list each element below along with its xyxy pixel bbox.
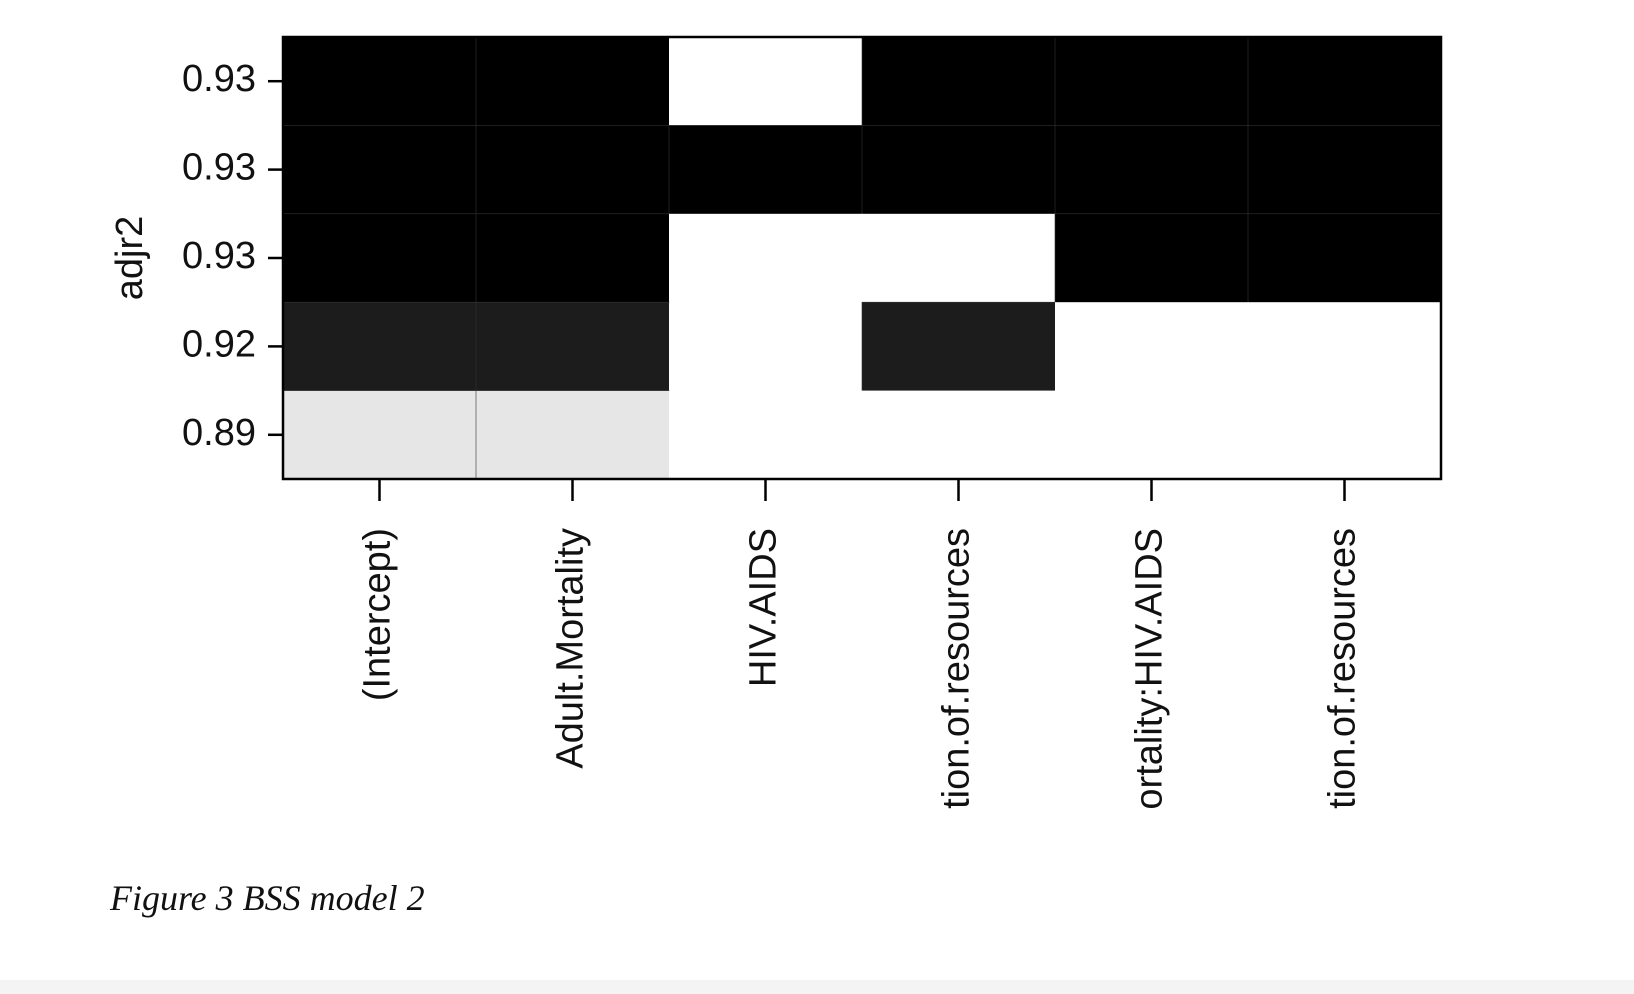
cell: [1248, 302, 1442, 392]
y-tick-label: 0.93: [182, 147, 256, 189]
cell: [1055, 302, 1249, 392]
cell: [861, 301, 1056, 392]
cell: [475, 213, 670, 304]
plot: 0.93 0.93 0.93 0.92 0.89 (Intercept) Adult.Mor…: [182, 35, 1443, 810]
cell: [475, 390, 670, 480]
cell: [668, 125, 863, 215]
cell: [862, 213, 1056, 303]
cell: [1247, 125, 1442, 215]
cell: [1248, 390, 1442, 480]
cell: [475, 36, 670, 127]
y-axis-label: adjr2: [109, 216, 151, 301]
cell: [1247, 36, 1442, 127]
x-labels: (Intercept) Adult.Mortality HIV.AIDS tion.o…: [357, 528, 1364, 810]
x-tick-label: tion.of.resources: [936, 528, 978, 809]
cell: [669, 37, 863, 126]
cell: [669, 390, 863, 480]
bottom-bar: [0, 980, 1634, 994]
x-tick-label: (Intercept): [357, 528, 399, 701]
cell: [861, 36, 1056, 127]
cell: [1054, 213, 1249, 304]
cell: [282, 213, 477, 304]
y-tick-label: 0.93: [182, 235, 256, 277]
x-tick-label: tion.of.resources: [1322, 528, 1364, 809]
cell: [1054, 125, 1249, 215]
x-tick-label: Adult.Mortality: [550, 528, 592, 769]
cell: [282, 125, 477, 215]
cell: [282, 390, 477, 480]
x-tick-label: HIV.AIDS: [743, 528, 785, 687]
x-tick-label: ortality:HIV.AIDS: [1129, 528, 1171, 810]
cell: [861, 125, 1056, 215]
y-tick-label: 0.92: [182, 323, 256, 365]
figure-caption: Figure 3 BSS model 2: [109, 878, 425, 918]
cell: [1055, 390, 1249, 480]
cell: [862, 390, 1056, 480]
cell: [282, 36, 477, 127]
cell: [475, 125, 670, 215]
y-tick-label: 0.89: [182, 412, 256, 454]
cell: [1054, 36, 1249, 127]
cell: [1247, 213, 1442, 304]
cell: [475, 301, 670, 392]
cell: [669, 213, 863, 303]
y-tick-label: 0.93: [182, 58, 256, 100]
cell: [282, 301, 477, 392]
cell: [669, 302, 863, 392]
